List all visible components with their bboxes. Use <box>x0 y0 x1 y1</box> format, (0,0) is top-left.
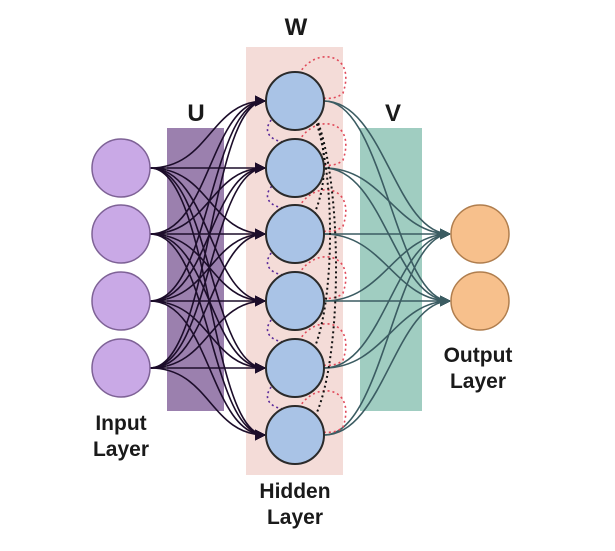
recurrent-self-loop <box>290 56 347 100</box>
v-label: V <box>385 100 401 127</box>
recurrent-up-link <box>266 108 286 143</box>
output-layer-label-line1: Output <box>444 344 513 367</box>
hidden-node <box>265 71 325 131</box>
recurrent-up-link <box>266 308 286 343</box>
hidden-to-output-connections <box>323 100 452 436</box>
input-hidden-edge <box>149 228 267 369</box>
output-node <box>450 271 510 331</box>
hidden-layer <box>265 71 325 465</box>
output-layer <box>450 204 510 331</box>
input-hidden-edge <box>149 95 267 235</box>
hidden-output-edge <box>323 167 452 240</box>
hidden-output-edge <box>323 228 452 302</box>
hidden-node <box>265 138 325 198</box>
w-label: W <box>285 14 308 41</box>
hidden-node <box>265 338 325 398</box>
input-node <box>91 338 151 398</box>
recurrent-self-loop <box>290 390 347 434</box>
input-node <box>91 271 151 331</box>
input-hidden-edge <box>149 95 267 169</box>
u-weight-band <box>167 128 224 411</box>
hidden-output-edge <box>323 228 452 436</box>
input-hidden-edge <box>149 95 267 369</box>
recurrent-connections <box>266 56 347 434</box>
input-layer-label-line2: Layer <box>93 438 149 461</box>
input-node <box>91 204 151 264</box>
hidden-layer-label-line1: Hidden <box>259 480 330 503</box>
output-node <box>450 204 510 264</box>
recurrent-self-loop <box>290 256 347 300</box>
input-layer-label-line1: Input <box>95 412 146 435</box>
recurrent-up-link <box>266 241 286 276</box>
recurrent-self-loop <box>290 189 347 233</box>
input-node <box>91 138 151 198</box>
input-hidden-edge <box>149 295 267 369</box>
hidden-output-edge <box>323 295 452 436</box>
input-hidden-edge <box>149 162 267 369</box>
u-label: U <box>187 100 204 127</box>
hidden-node <box>265 405 325 465</box>
input-to-hidden-connections <box>149 95 267 441</box>
hidden-output-edge <box>323 100 452 240</box>
recurrent-self-loop <box>290 323 347 367</box>
output-layer-label-line2: Layer <box>450 370 506 393</box>
hidden-node <box>265 204 325 264</box>
recurrent-up-link <box>266 375 286 410</box>
input-hidden-edge <box>149 95 267 302</box>
hidden-node <box>265 271 325 331</box>
input-layer <box>91 138 151 398</box>
input-hidden-edge <box>149 367 267 441</box>
hidden-layer-label-line2: Layer <box>267 506 323 529</box>
hidden-output-edge <box>323 228 452 369</box>
recurrent-self-loop <box>290 123 347 167</box>
